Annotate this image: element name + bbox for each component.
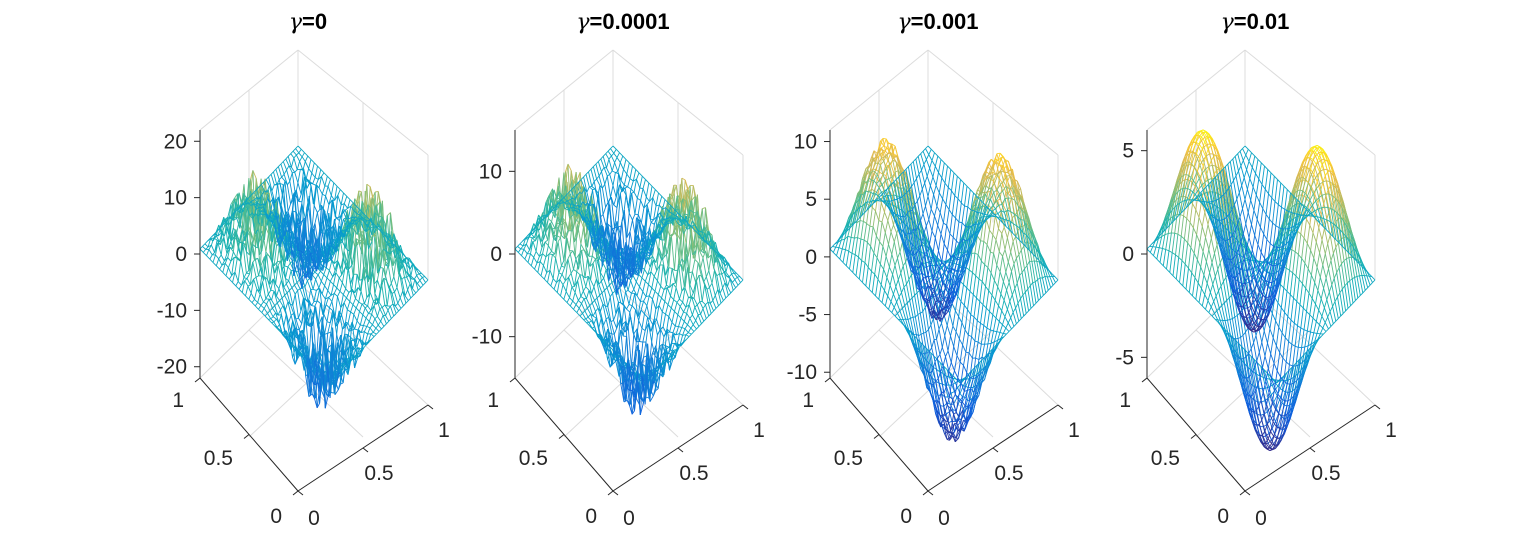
z-tick-label: -5 (1115, 346, 1134, 369)
z-tick-label: -10 (787, 361, 817, 384)
y-tick-label: 0.5 (519, 447, 548, 470)
gamma-value: =0.01 (1234, 9, 1290, 34)
z-tick-label: -10 (157, 299, 187, 322)
z-tick-label: 20 (164, 130, 187, 153)
panel-3: -10 -5 0 5 10 1 0.5 0 0 0.5 1 γ=0.001 (787, 9, 1080, 530)
gamma-value: =0.0001 (590, 9, 670, 34)
panel-title: γ=0.01 (1221, 9, 1290, 35)
gamma-symbol: γ (897, 10, 911, 35)
z-tick-label: -5 (798, 304, 817, 327)
y-tick-label: 0.5 (204, 447, 233, 470)
x-tick-label: 1 (1385, 419, 1397, 442)
z-tick-label: 10 (479, 160, 502, 183)
x-tick-label: 0.5 (994, 462, 1023, 485)
panel-2: -10 0 10 1 0.5 0 0 0.5 1 γ=0.0001 (472, 9, 765, 530)
z-tick-label: 10 (164, 187, 187, 210)
z-tick-label: 5 (1122, 140, 1134, 163)
z-tick-label: 0 (175, 243, 187, 266)
y-tick-label: 0 (270, 505, 282, 528)
x-tick-label: 0 (938, 507, 950, 530)
z-tick-label: -10 (472, 326, 502, 349)
x-tick-label: 1 (1068, 419, 1080, 442)
panel-title: γ=0 (289, 9, 327, 35)
z-tick-label: -20 (157, 356, 187, 379)
panel-4: -5 0 5 1 0.5 0 0 0.5 1 γ=0.01 (1115, 9, 1397, 530)
y-tick-label: 0 (585, 505, 597, 528)
x-tick-label: 0 (623, 507, 635, 530)
gamma-value: =0 (302, 9, 327, 34)
z-tick-label: 5 (805, 188, 817, 211)
surface-mesh (1146, 129, 1376, 452)
y-tick-label: 0 (1217, 505, 1229, 528)
gamma-value: =0.001 (911, 9, 979, 34)
z-tick-label: 0 (805, 246, 817, 269)
y-tick-label: 0 (900, 505, 912, 528)
z-tick-label: 0 (1122, 243, 1134, 266)
x-tick-label: 0.5 (679, 462, 708, 485)
x-tick-label: 0.5 (1311, 462, 1340, 485)
x-tick-label: 0 (308, 507, 320, 530)
panel-title: γ=0.0001 (576, 9, 669, 35)
y-tick-label: 1 (802, 389, 814, 412)
y-tick-label: 1 (1119, 389, 1131, 412)
gamma-symbol: γ (1221, 10, 1235, 35)
x-tick-label: 1 (438, 419, 450, 442)
y-tick-label: 0.5 (1151, 447, 1180, 470)
z-tick-label: 0 (490, 243, 502, 266)
panel-1: -20 -10 0 10 20 1 0.5 0 0 0.5 1 γ=0 (157, 9, 450, 530)
axes: -10 0 10 1 0.5 0 0 0.5 1 (472, 130, 765, 530)
y-tick-label: 1 (172, 389, 184, 412)
surface-mesh (829, 137, 1059, 443)
gamma-symbol: γ (289, 10, 303, 35)
y-tick-label: 1 (487, 389, 499, 412)
panel-title: γ=0.001 (897, 9, 978, 35)
x-tick-label: 0.5 (364, 462, 393, 485)
x-tick-label: 1 (753, 419, 765, 442)
z-tick-label: 10 (794, 131, 817, 154)
axes: -5 0 5 1 0.5 0 0 0.5 1 (1115, 130, 1397, 530)
x-tick-label: 0 (1255, 507, 1267, 530)
gamma-symbol: γ (576, 10, 590, 35)
surface-mesh (199, 145, 429, 409)
surface-mesh (514, 145, 744, 416)
axes: -10 -5 0 5 10 1 0.5 0 0 0.5 1 (787, 130, 1080, 530)
y-tick-label: 0.5 (834, 447, 863, 470)
axes: -20 -10 0 10 20 1 0.5 0 0 0.5 1 (157, 130, 450, 530)
